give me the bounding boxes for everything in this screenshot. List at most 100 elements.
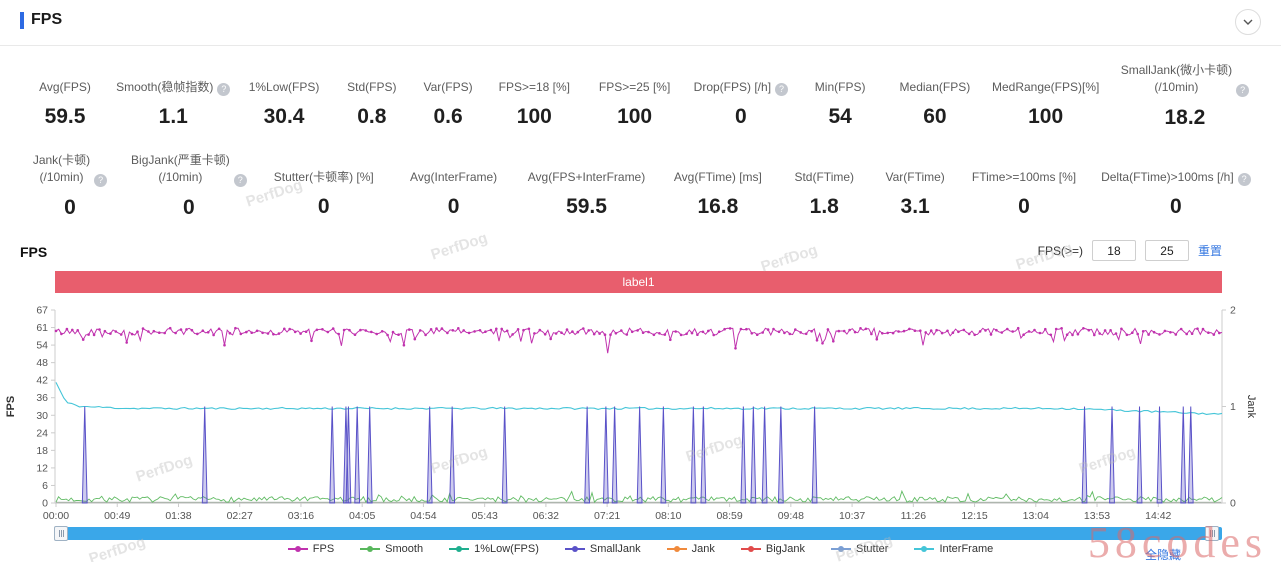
- stat-value: 0: [447, 195, 460, 218]
- svg-text:67: 67: [36, 305, 48, 317]
- svg-text:61: 61: [36, 322, 48, 334]
- svg-text:2: 2: [1230, 305, 1236, 317]
- help-icon[interactable]: ?: [217, 83, 231, 96]
- collapse-button[interactable]: [1235, 9, 1261, 35]
- stat-value: 16.8: [697, 195, 739, 218]
- svg-text:6: 6: [42, 480, 48, 492]
- svg-text:05:43: 05:43: [472, 510, 498, 522]
- stat-value: 3.1: [900, 195, 930, 218]
- svg-text:09:48: 09:48: [778, 510, 804, 522]
- stat-std-fps: Std(FPS) 0.8: [336, 62, 408, 130]
- stat-jank: Jank(卡顿) (/10min)? 0: [20, 152, 120, 220]
- stat-label: Std(FPS): [347, 79, 397, 94]
- svg-text:03:16: 03:16: [288, 510, 314, 522]
- stat-value: 59.5: [44, 105, 86, 128]
- stat-label: Avg(FPS): [39, 79, 91, 94]
- help-icon[interactable]: ?: [1237, 173, 1251, 186]
- svg-text:0: 0: [42, 498, 48, 510]
- legend-marker-icon: [831, 546, 852, 552]
- stat-value: 0.6: [433, 105, 463, 128]
- stat-avg-fps-if: Avg(FPS+InterFrame) 59.5: [518, 152, 656, 220]
- help-icon[interactable]: ?: [775, 83, 789, 96]
- stat-label: Var(FPS): [423, 79, 473, 94]
- svg-text:54: 54: [36, 340, 48, 352]
- legend-item-stutter[interactable]: Stutter: [831, 543, 888, 555]
- legend-label: Smooth: [385, 543, 424, 555]
- fps-threshold-input-high[interactable]: [1144, 240, 1189, 261]
- stat-medrange-fps: MedRange(FPS)[%] 100: [987, 62, 1105, 130]
- legend-item-smalljank[interactable]: SmallJank: [564, 543, 641, 555]
- svg-text:30: 30: [36, 410, 48, 422]
- stat-var-fps: Var(FPS) 0.6: [412, 62, 484, 130]
- svg-text:13:53: 13:53: [1084, 510, 1110, 522]
- stat-avg-ftime: Avg(FTime) [ms] 16.8: [660, 152, 775, 220]
- stat-label: FPS>=18 [%]: [498, 79, 571, 94]
- svg-text:00:49: 00:49: [104, 510, 130, 522]
- svg-text:FPS: FPS: [5, 396, 17, 417]
- stat-delta-ftime: Delta(FTime)>100ms [/h]? 0: [1091, 152, 1261, 220]
- legend-marker-icon: [564, 546, 585, 552]
- svg-text:12:15: 12:15: [961, 510, 987, 522]
- stat-value: 100: [1028, 105, 1064, 128]
- reset-link[interactable]: 重置: [1197, 244, 1222, 258]
- stat-value: 0: [183, 195, 195, 219]
- chart-section-title: FPS: [20, 244, 48, 260]
- stat-label: Std(FTime): [794, 169, 855, 184]
- stat-label: 1%Low(FPS): [248, 79, 320, 94]
- fps-threshold-input-low[interactable]: [1091, 240, 1136, 261]
- svg-text:13:04: 13:04: [1023, 510, 1049, 522]
- legend-item-interframe[interactable]: InterFrame: [914, 543, 993, 555]
- stat-std-ftime: Std(FTime) 1.8: [780, 152, 868, 220]
- help-icon[interactable]: ?: [94, 173, 108, 187]
- legend-item-bigjank[interactable]: BigJank: [740, 543, 805, 555]
- legend-item-fps[interactable]: FPS: [287, 543, 334, 555]
- scrollbar-right-handle[interactable]: [1205, 526, 1219, 541]
- stat-label: Delta(FTime)>100ms [/h]?: [1091, 152, 1261, 186]
- chevron-down-icon: [1243, 19, 1253, 25]
- stat-fps-ge-18: FPS>=18 [%] 100: [488, 62, 580, 130]
- stat-label: Avg(FTime) [ms]: [673, 169, 762, 184]
- legend-item-smooth[interactable]: Smooth: [360, 543, 423, 555]
- svg-text:1: 1: [1230, 401, 1236, 413]
- legend-item-1-low-fps-[interactable]: 1%Low(FPS): [449, 543, 539, 555]
- legend-item-jank[interactable]: Jank: [666, 543, 715, 555]
- stat-label: FTime>=100ms [%]: [971, 169, 1077, 184]
- fps-filter-label: FPS(>=): [1037, 243, 1083, 258]
- svg-text:08:59: 08:59: [716, 510, 742, 522]
- legend-label: Jank: [691, 543, 715, 555]
- label-banner: label1: [55, 271, 1222, 293]
- stat-var-ftime: Var(FTime) 3.1: [873, 152, 957, 220]
- legend-label: SmallJank: [589, 543, 641, 555]
- stat-label: Var(FTime): [885, 169, 945, 184]
- legend-marker-icon: [360, 546, 381, 552]
- stat-label: Smooth(稳帧指数)?: [114, 62, 232, 96]
- chart-legend: FPS Smooth 1%Low(FPS) SmallJank Jank BigJank S…: [0, 543, 1281, 555]
- svg-text:10:37: 10:37: [839, 510, 865, 522]
- accent-bar: [20, 11, 24, 29]
- help-icon[interactable]: ?: [233, 173, 247, 187]
- chart-range-scrollbar[interactable]: [54, 526, 1222, 541]
- stat-median-fps: Median(FPS) 60: [887, 62, 982, 130]
- help-icon[interactable]: ?: [1236, 83, 1250, 97]
- stat-label: FPS>=25 [%]: [598, 79, 671, 94]
- hide-all-link[interactable]: 全隐藏: [1144, 548, 1181, 562]
- svg-text:00:00: 00:00: [43, 510, 69, 522]
- stat-label: Median(FPS): [899, 79, 971, 94]
- scrollbar-left-handle[interactable]: [54, 526, 68, 541]
- stat-value: 1.8: [809, 195, 839, 218]
- stat-label: Jank(卡顿) (/10min)?: [20, 152, 120, 187]
- svg-text:42: 42: [36, 375, 48, 387]
- perfdog-watermark: PerfDog: [428, 229, 490, 264]
- stat-fps-ge-25: FPS>=25 [%] 100: [585, 62, 685, 130]
- stat-value: 18.2: [1164, 105, 1206, 129]
- legend-label: 1%Low(FPS): [474, 543, 539, 555]
- stat-label: Avg(FPS+InterFrame): [527, 169, 646, 184]
- legend-marker-icon: [449, 546, 470, 552]
- stat-value: 54: [828, 105, 852, 128]
- svg-text:11:26: 11:26: [901, 510, 927, 522]
- svg-text:02:27: 02:27: [227, 510, 253, 522]
- svg-text:04:05: 04:05: [349, 510, 375, 522]
- stat-value: 59.5: [566, 195, 607, 218]
- legend-label: Stutter: [856, 543, 889, 555]
